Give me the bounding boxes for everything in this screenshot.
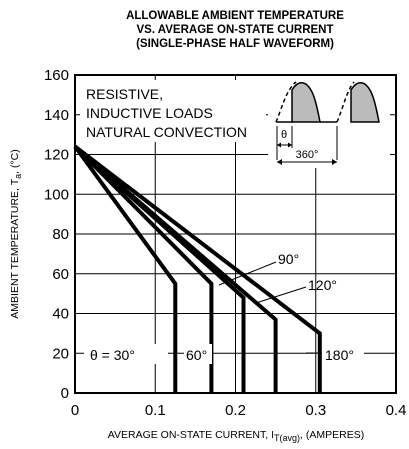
y-tick-label: 40	[52, 306, 69, 323]
series-label-60: 60°	[186, 347, 207, 363]
y-tick-label: 20	[52, 345, 69, 362]
y-tick-label: 120	[44, 147, 69, 164]
inset-conduction-pulse-1	[291, 82, 321, 123]
inset-conduction-pulse-2	[350, 82, 380, 123]
series-labels: θ = 30° 60° 180° 90° 120°	[84, 251, 364, 364]
annotation-line-2: INDUCTIVE LOADS	[86, 105, 213, 121]
y-tick-label: 140	[44, 107, 69, 124]
x-tick-label: 0	[71, 402, 79, 419]
y-tick-label: 100	[44, 186, 69, 203]
load-annotation: RESISTIVE, INDUCTIVE LOADS NATURAL CONVE…	[80, 80, 266, 142]
inset-dashed-rise-1	[275, 81, 297, 123]
inset-theta-arrow-right	[288, 142, 292, 148]
inset-period-arrow-right	[332, 159, 337, 165]
series-line	[73, 145, 178, 393]
x-tick-label: 0.1	[145, 402, 166, 419]
y-tick-label: 80	[52, 226, 69, 243]
x-axis-title: AVERAGE ON-STATE CURRENT, IT(avg), (AMPE…	[108, 429, 364, 443]
tick-labels: 0 0.1 0.2 0.3 0.4 0 20 40 60 80 100 120 140 160	[44, 67, 406, 419]
waveform-inset: θ 360°	[268, 76, 390, 168]
series-line	[73, 144, 322, 393]
x-tick-label: 0.3	[305, 402, 326, 419]
x-tick-label: 0.4	[386, 402, 407, 419]
series-leader-120	[255, 286, 307, 304]
series-leader-90	[218, 261, 277, 286]
plot-area-frame	[74, 74, 397, 394]
annotation-background	[80, 80, 266, 142]
series-line	[73, 144, 278, 393]
series-label-120: 120°	[308, 277, 337, 293]
chart-title-line-2: VS. AVERAGE ON-STATE CURRENT	[137, 24, 334, 36]
series-label-90: 90°	[278, 251, 299, 267]
x-tick-label: 0.2	[225, 402, 246, 419]
series-label-180: 180°	[325, 347, 354, 363]
series-label-bg-30	[84, 344, 168, 364]
chart-title-line-3: (SINGLE-PHASE HALF WAVEFORM)	[136, 38, 334, 50]
annotation-line-3: NATURAL CONVECTION	[86, 124, 247, 140]
annotation-line-1: RESISTIVE,	[86, 86, 163, 102]
y-axis-title: AMBIENT TEMPERATURE, Ta, (°C)	[9, 149, 23, 318]
inset-theta-arrow-left	[277, 142, 281, 148]
inset-period-label: 360°	[296, 149, 319, 161]
chart-title-line-1: ALLOWABLE AMBIENT TEMPERATURE	[126, 10, 344, 22]
y-tick-label: 160	[44, 67, 69, 84]
series-label-bg-180	[322, 344, 364, 364]
series-label-bg-60	[184, 344, 212, 364]
y-tick-label: 0	[61, 385, 69, 402]
inset-theta-label: θ	[281, 129, 287, 141]
inset-dashed-rise-2	[336, 81, 355, 123]
inset-period-arrow-left	[277, 159, 282, 165]
y-tick-label: 60	[52, 266, 69, 283]
series-label-30: θ = 30°	[90, 347, 135, 363]
